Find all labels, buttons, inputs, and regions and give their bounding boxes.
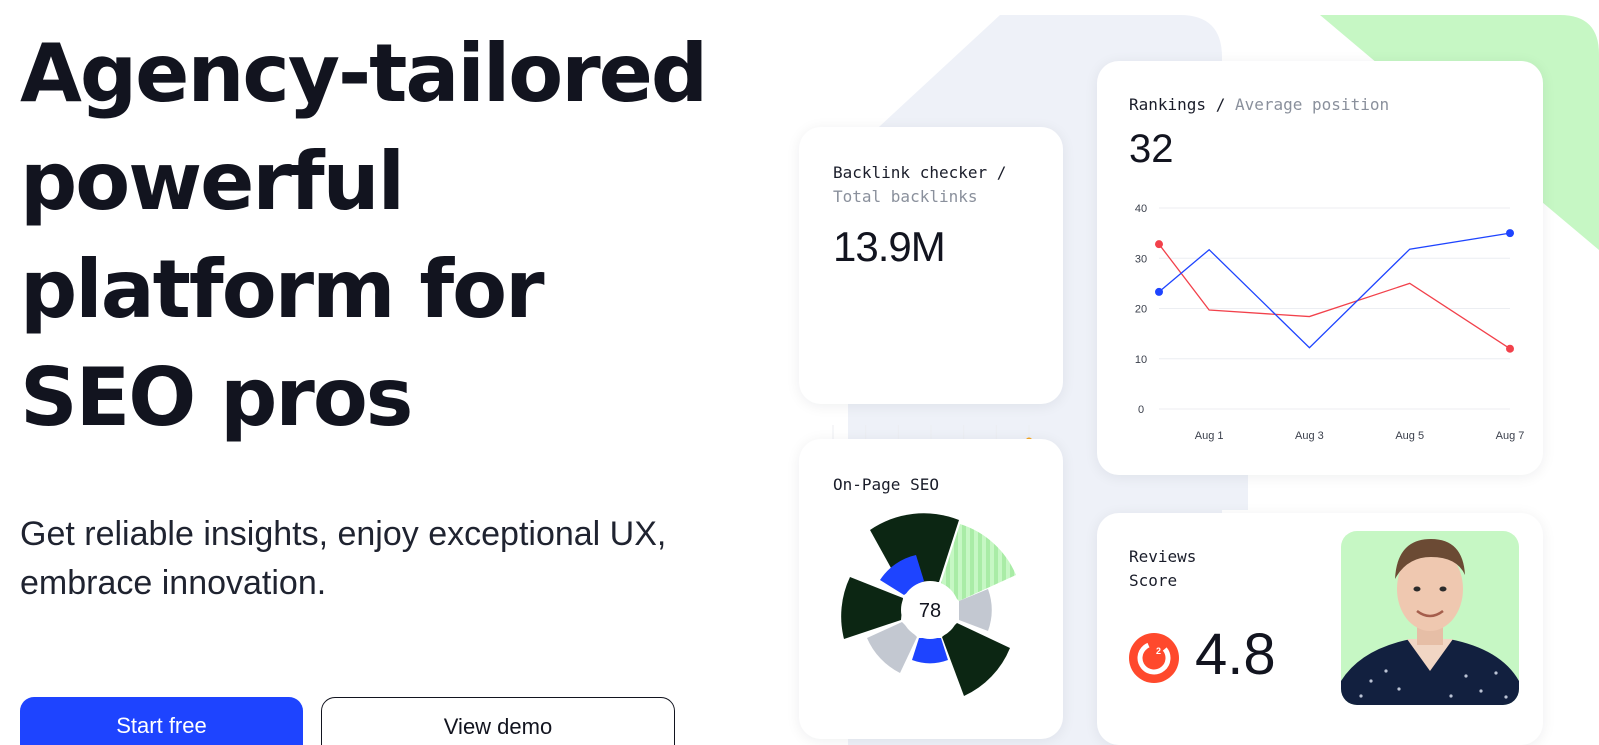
reviewer-photo — [1341, 531, 1519, 705]
rankings-series-line — [1158, 232, 1511, 349]
radial-center — [901, 581, 959, 639]
backlink-card-subtitle: Total backlinks — [833, 187, 978, 206]
radial-segment — [959, 589, 992, 631]
rankings-card-title: Rankings / — [1129, 95, 1226, 114]
radial-segment — [867, 622, 917, 673]
rankings-y-tick: 0 — [1138, 404, 1144, 416]
onpage-seo-card[interactable]: On-Page SEO 78 — [799, 439, 1063, 739]
rankings-x-tick: Aug 3 — [1295, 430, 1324, 442]
rankings-series-point — [1506, 344, 1514, 353]
rankings-card[interactable]: Rankings / Average position 32 0 10 20 30 40… — [1097, 61, 1543, 475]
rankings-y-tick: 30 — [1135, 253, 1147, 265]
rankings-x-tick: Aug 5 — [1395, 430, 1424, 442]
g2-logo-icon: 2 — [1129, 633, 1179, 683]
rankings-x-tick: Aug 1 — [1195, 430, 1224, 442]
radial-segment — [941, 524, 1016, 601]
rankings-y-tick: 10 — [1135, 354, 1147, 366]
hero-subtitle: Get reliable insights, enjoy exceptional… — [20, 515, 667, 602]
onpage-card-title: On-Page SEO — [833, 475, 939, 494]
radial-segment — [912, 638, 948, 664]
rankings-line-chart: 0 10 20 30 40 Aug 1 Aug 3 Aug 5 Aug 7 — [1135, 203, 1525, 442]
hero-title: Agency-tailored powerful platform for SE… — [20, 27, 708, 444]
reviews-card-title-2: Score — [1129, 571, 1178, 590]
start-free-button[interactable]: Start free — [20, 697, 303, 745]
radial-segment — [942, 623, 1010, 696]
rankings-y-tick: 40 — [1135, 203, 1147, 215]
rankings-series-point — [1155, 287, 1163, 296]
radial-segment — [841, 577, 903, 639]
average-position-value: 32 — [1129, 127, 1174, 171]
svg-text:2: 2 — [1156, 646, 1161, 656]
backlink-card-title: Backlink checker / — [833, 163, 1007, 182]
rankings-x-tick: Aug 7 — [1496, 430, 1525, 442]
rankings-card-subtitle: Average position — [1234, 95, 1390, 114]
rankings-series-point — [1155, 240, 1163, 249]
onpage-score: 78 — [919, 600, 941, 622]
rankings-series-point — [1506, 229, 1514, 238]
view-demo-button[interactable]: View demo — [321, 697, 675, 745]
backlink-checker-card[interactable]: Backlink checker / Total backlinks 13.9M — [799, 127, 1063, 501]
reviews-card-title: Reviews — [1129, 547, 1197, 566]
radial-segment — [880, 555, 924, 595]
rankings-y-tick: 20 — [1135, 304, 1147, 316]
reviews-score-card[interactable]: Reviews Score 2 4.8 — [1097, 513, 1543, 745]
rankings-series-line — [1158, 243, 1511, 350]
total-backlinks-value: 13.9M — [833, 223, 946, 270]
onpage-radial-chart: 78 — [841, 513, 1016, 696]
review-score-value: 4.8 — [1195, 622, 1276, 687]
